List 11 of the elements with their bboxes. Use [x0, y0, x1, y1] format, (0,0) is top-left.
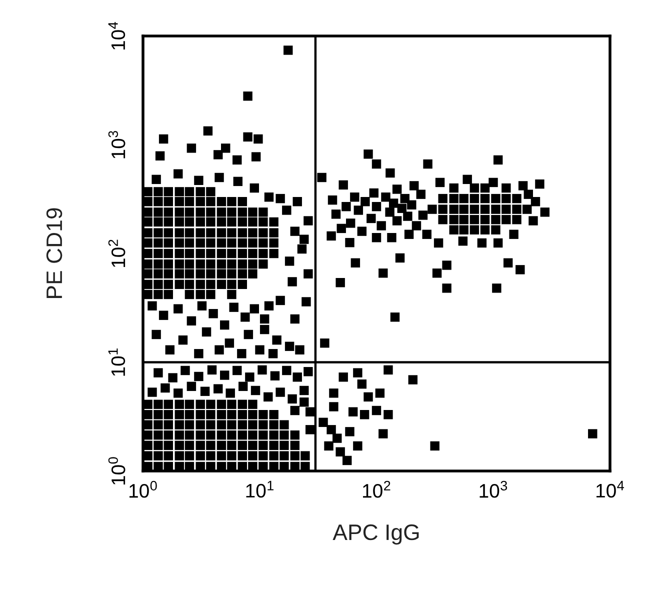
x-axis-title: APC IgG [332, 524, 419, 545]
x-tick-label: 10$^{0}$ [130, 480, 157, 498]
y-tick-label: 10$^{2}$ [108, 240, 126, 267]
x-tick-label: 10$^{2}$ [363, 480, 390, 498]
x-tick-label: 10$^{3}$ [480, 480, 508, 498]
x-tick-label: 10$^{4}$ [596, 480, 624, 498]
y-axis-title: PE CD19 [46, 208, 62, 298]
y-tick-label: 10$^{3}$ [108, 130, 126, 158]
y-tick-label: 10$^{1}$ [108, 348, 126, 376]
x-tick-label: 10$^{1}$ [246, 480, 274, 498]
y-tick-label: 10$^{4}$ [108, 22, 126, 50]
